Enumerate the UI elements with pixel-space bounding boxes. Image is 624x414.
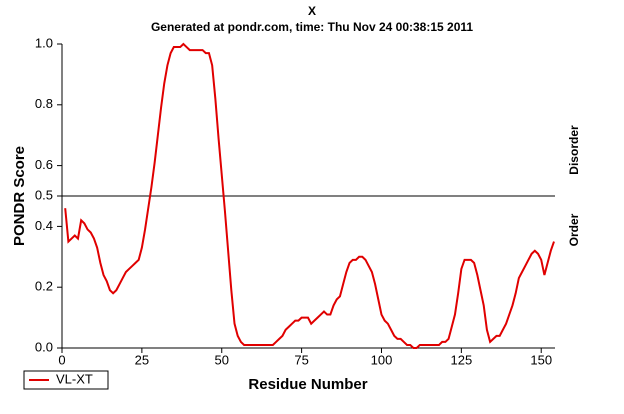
chart-subtitle: Generated at pondr.com, time: Thu Nov 24… — [151, 20, 473, 34]
y-tick-label: 0.0 — [35, 339, 53, 354]
y-tick-label: 0.8 — [35, 96, 53, 111]
y-tick-label: 0.6 — [35, 157, 53, 172]
y-tick-label: 0.4 — [35, 218, 53, 233]
y-tick-label: 0.5 — [35, 187, 53, 202]
x-tick-label: 25 — [135, 352, 149, 367]
x-tick-label: 100 — [371, 352, 393, 367]
region-label: Disorder — [567, 125, 581, 175]
x-tick-label: 0 — [58, 352, 65, 367]
x-tick-label: 125 — [450, 352, 472, 367]
x-tick-label: 50 — [215, 352, 229, 367]
y-tick-label: 1.0 — [35, 35, 53, 50]
legend-label: VL-XT — [56, 371, 93, 386]
y-tick-label: 0.2 — [35, 279, 53, 294]
x-tick-label: 150 — [530, 352, 552, 367]
x-axis-title: Residue Number — [248, 376, 367, 393]
y-axis-title: PONDR Score — [11, 146, 28, 246]
data-line — [64, 42, 555, 349]
x-tick-label: 75 — [294, 352, 308, 367]
legend — [23, 370, 109, 390]
chart-title: X — [308, 4, 316, 18]
region-label: Order — [567, 213, 581, 246]
